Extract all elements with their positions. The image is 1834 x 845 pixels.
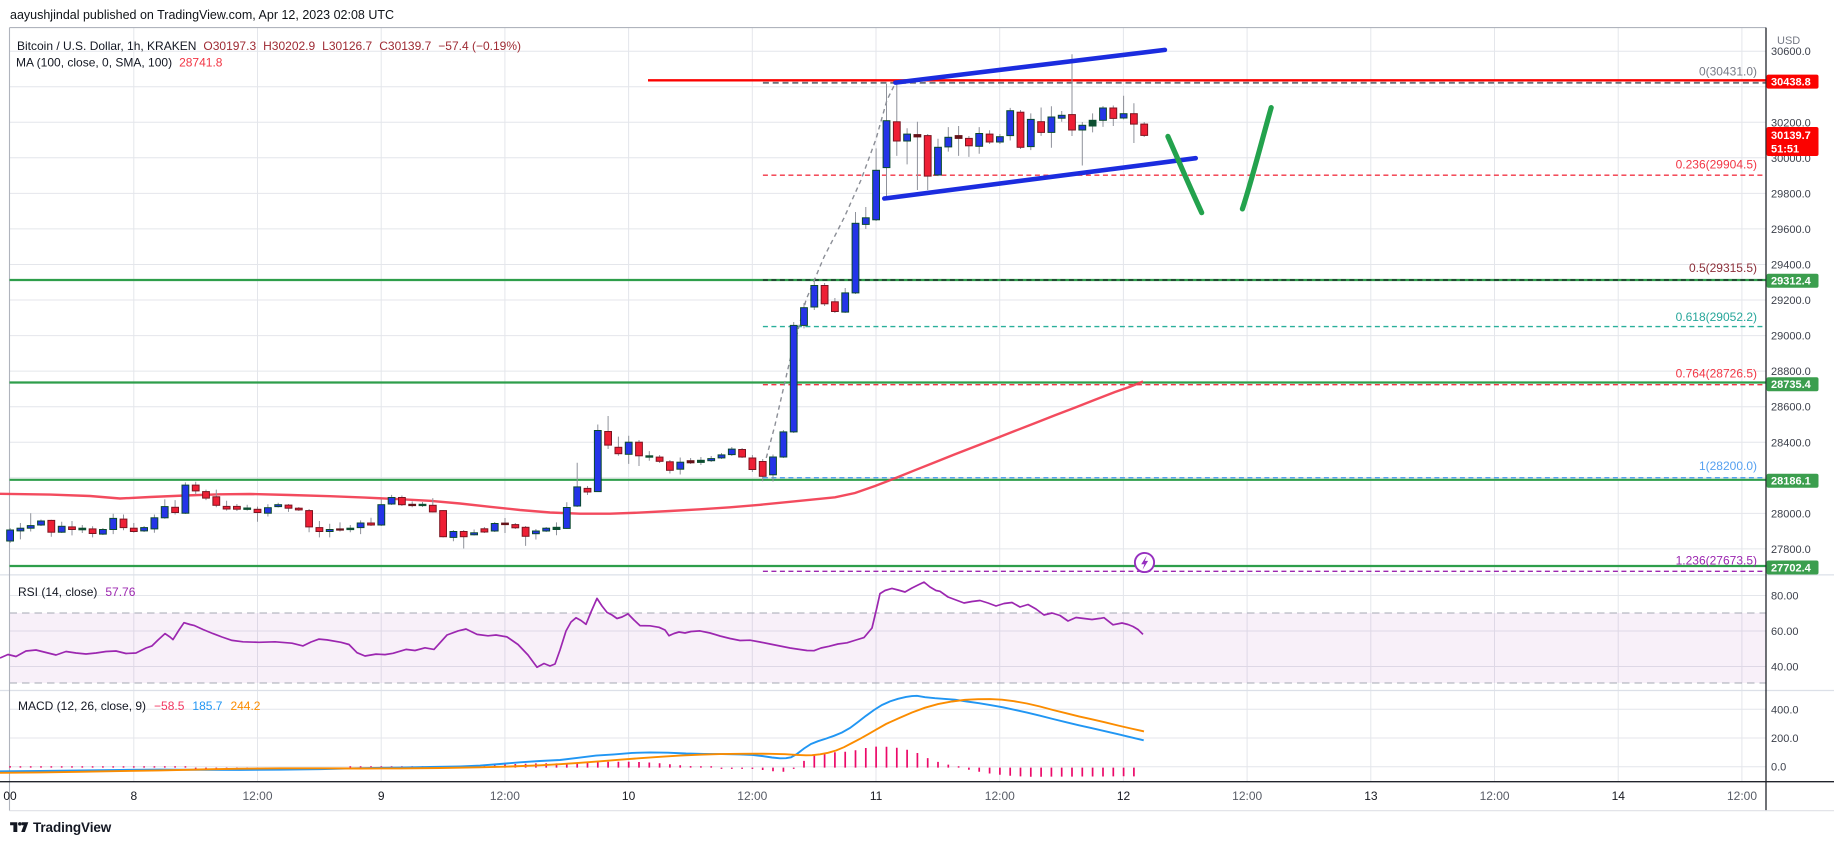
svg-text:1.236(27673.5): 1.236(27673.5) (1676, 554, 1757, 568)
svg-text:51:51: 51:51 (1771, 144, 1799, 156)
svg-text:MACD (12, 26, close, 9)−58.518: MACD (12, 26, close, 9) −58.5 185.7 244.2 (18, 699, 261, 713)
svg-text:12: 12 (1117, 789, 1131, 803)
svg-text:12:00: 12:00 (1727, 789, 1757, 803)
svg-text:9: 9 (378, 789, 385, 803)
svg-text:0(30431.0): 0(30431.0) (1699, 65, 1757, 79)
svg-text:28800.0: 28800.0 (1771, 366, 1811, 378)
svg-text:0.618(29052.2): 0.618(29052.2) (1676, 310, 1757, 324)
svg-text:29000.0: 29000.0 (1771, 331, 1811, 343)
svg-text:13: 13 (1364, 789, 1378, 803)
svg-text:28000.0: 28000.0 (1771, 508, 1811, 520)
svg-text:Bitcoin / U.S. Dollar, 1h, KRA: Bitcoin / U.S. Dollar, 1h, KRAKEN O30197.… (17, 39, 521, 53)
svg-text:12:00: 12:00 (1480, 789, 1510, 803)
svg-text:USD: USD (1777, 35, 1800, 47)
svg-text:29600.0: 29600.0 (1771, 224, 1811, 236)
svg-text:30438.8: 30438.8 (1771, 77, 1811, 89)
svg-text:12:00: 12:00 (1232, 789, 1262, 803)
svg-text:30200.0: 30200.0 (1771, 117, 1811, 129)
svg-text:30600.0: 30600.0 (1771, 46, 1811, 58)
svg-text:29312.4: 29312.4 (1771, 276, 1812, 288)
svg-text:80.00: 80.00 (1771, 591, 1799, 603)
svg-text:aayushjindal published on Trad: aayushjindal published on TradingView.co… (10, 8, 394, 22)
svg-text:28400.0: 28400.0 (1771, 437, 1811, 449)
svg-text:12:00: 12:00 (985, 789, 1015, 803)
svg-text:0.236(29904.5): 0.236(29904.5) (1676, 158, 1757, 172)
svg-text:27702.4: 27702.4 (1771, 563, 1812, 575)
svg-text:0.764(28726.5): 0.764(28726.5) (1676, 367, 1757, 381)
svg-text:12:00: 12:00 (242, 789, 272, 803)
svg-text:MA (100, close, 0, SMA, 100)28: MA (100, close, 0, SMA, 100) 28741.8 (16, 56, 223, 70)
svg-text:12:00: 12:00 (490, 789, 520, 803)
svg-text:00: 00 (3, 789, 17, 803)
svg-text:27800.0: 27800.0 (1771, 544, 1811, 556)
svg-text:12:00: 12:00 (737, 789, 767, 803)
svg-text:28600.0: 28600.0 (1771, 402, 1811, 414)
svg-text:30139.7: 30139.7 (1771, 130, 1811, 142)
svg-text:14: 14 (1612, 789, 1626, 803)
svg-text:8: 8 (130, 789, 137, 803)
svg-text:1(28200.0): 1(28200.0) (1699, 459, 1757, 473)
svg-text:28735.4: 28735.4 (1771, 379, 1812, 391)
svg-text:RSI (14, close)57.76: RSI (14, close) 57.76 (18, 585, 136, 599)
svg-text:40.00: 40.00 (1771, 662, 1799, 674)
svg-text:10: 10 (622, 789, 636, 803)
svg-text:29400.0: 29400.0 (1771, 260, 1811, 272)
svg-text:TradingView: TradingView (33, 820, 112, 835)
svg-text:29800.0: 29800.0 (1771, 188, 1811, 200)
svg-text:60.00: 60.00 (1771, 626, 1799, 638)
svg-text:29200.0: 29200.0 (1771, 295, 1811, 307)
svg-text:200.0: 200.0 (1771, 733, 1799, 745)
svg-text:400.0: 400.0 (1771, 704, 1799, 716)
svg-text:11: 11 (870, 789, 883, 803)
svg-text:0.5(29315.5): 0.5(29315.5) (1689, 261, 1757, 275)
svg-text:28186.1: 28186.1 (1771, 476, 1811, 488)
svg-text:0.0: 0.0 (1771, 762, 1786, 774)
